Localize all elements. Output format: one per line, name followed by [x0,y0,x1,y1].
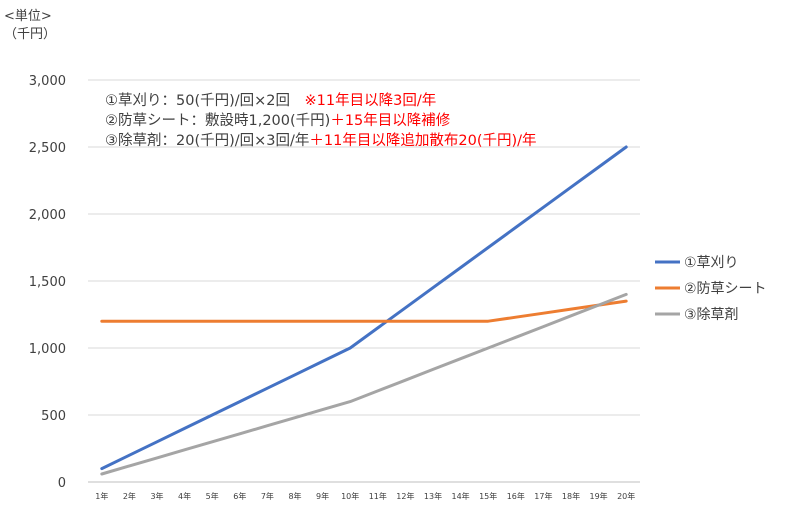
unit-label-line2: （千円） [4,27,57,42]
annotation-2-extra: ＋15年目以降補修 [330,112,450,129]
legend-label: ③除草剤 [684,307,739,323]
x-tick-label: 1年 [95,491,108,501]
x-tick-label: 15年 [479,491,497,501]
x-tick-label: 7年 [261,491,274,501]
x-tick-label: 4年 [178,491,191,501]
y-tick-label: 1,000 [29,342,66,357]
unit-label-line1: <単位> [4,9,52,24]
x-tick-label: 2年 [123,491,136,501]
x-tick-label: 18年 [562,491,580,501]
x-tick-label: 13年 [424,491,442,501]
x-tick-label: 3年 [150,491,163,501]
unit-label: <単位> （千円） [4,8,56,44]
x-tick-label: 16年 [507,491,525,501]
legend: ①草刈り ②防草シート ③除草剤 [655,255,767,323]
x-axis-ticks: 1年 2年 3年 4年 5年 6年 7年 8年 9年 10年 11年 12年 13年 14年 15年 16年 1… [95,491,635,501]
y-axis-ticks: 0 500 1,000 1,500 2,000 2,500 3,000 [29,74,66,491]
x-tick-label: 14年 [452,491,470,501]
annotation-1-main: ①草刈り：50(千円)/回×2回 [105,92,290,109]
x-tick-label: 8年 [288,491,301,501]
x-tick-label: 5年 [206,491,219,501]
y-tick-label: 3,000 [29,74,66,89]
annotation-box: ①草刈り：50(千円)/回×2回 ※11年目以降3回/年 ②防草シート：敷設時1… [105,92,537,149]
y-tick-label: 2,000 [29,208,66,223]
x-tick-label: 19年 [590,491,608,501]
annotation-1-extra: ※11年目以降3回/年 [290,92,436,109]
x-tick-label: 10年 [341,491,359,501]
series-lines [100,145,628,476]
y-tick-label: 1,500 [29,275,66,290]
series-line-2 [100,299,628,323]
x-tick-label: 17年 [534,491,552,501]
legend-label: ①草刈り [684,255,739,271]
x-tick-label: 12年 [396,491,414,501]
annotation-3-extra: ＋11年目以降追加散布20(千円)/年 [309,132,536,149]
annotation-2-main: ②防草シート：敷設時1,200(千円) [105,112,330,129]
annotation-line-2: ②防草シート：敷設時1,200(千円)＋15年目以降補修 [105,112,451,129]
series-line-1 [100,145,628,471]
annotation-line-1: ①草刈り：50(千円)/回×2回 ※11年目以降3回/年 [105,92,436,109]
series-line-3 [100,292,628,476]
x-tick-label: 11年 [369,491,387,501]
annotation-3-main: ③除草剤：20(千円)/回×3回/年 [105,132,309,149]
legend-label: ②防草シート [684,281,767,297]
x-tick-label: 6年 [233,491,246,501]
y-tick-label: 0 [58,476,66,491]
x-tick-label: 20年 [617,491,635,501]
y-tick-label: 500 [41,409,66,424]
annotation-line-3: ③除草剤：20(千円)/回×3回/年＋11年目以降追加散布20(千円)/年 [105,132,537,149]
gridlines [88,79,640,483]
x-tick-label: 9年 [316,491,329,501]
y-tick-label: 2,500 [29,141,66,156]
